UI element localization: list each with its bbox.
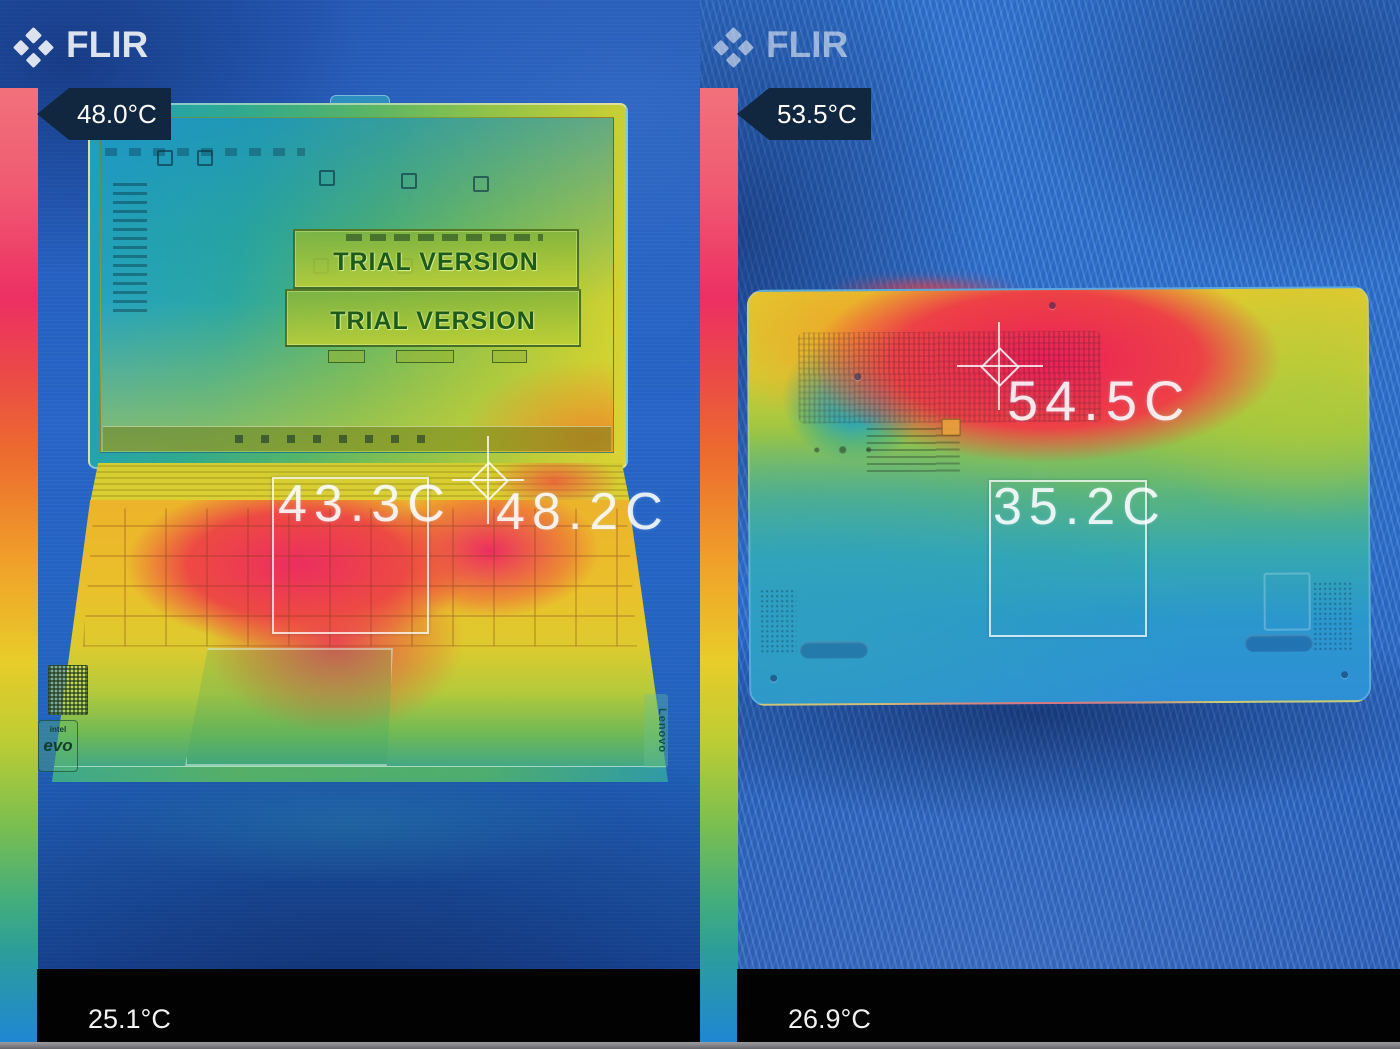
dialog-button	[396, 350, 454, 363]
measurement-box	[989, 480, 1147, 637]
flir-diamond-icon	[10, 24, 56, 70]
benchmark-window-bottom: TRIAL VERSION	[285, 289, 581, 347]
box-temp-readout: 35.2C	[993, 478, 1167, 536]
flir-logo-text: FLIR	[766, 24, 849, 65]
scale-max-temp-label: 48.0°C	[37, 88, 171, 140]
screw	[769, 674, 777, 682]
screen-menu-strip	[105, 148, 305, 156]
flir-logo: FLIR	[10, 24, 148, 70]
service-sticker	[1263, 572, 1312, 631]
laptop-keyboard-deck	[52, 500, 668, 782]
thermal-panel-bottom: 54.5C 35.2C 53.5°C 26.9°C FLIR	[700, 0, 1400, 1049]
flir-logo-text: FLIR	[66, 24, 149, 65]
bottom-info-bar	[737, 969, 1400, 1043]
trial-version-watermark: TRIAL VERSION	[330, 306, 536, 335]
scale-min-temp-label: 26.9°C	[788, 1004, 871, 1034]
flir-logo: FLIR	[710, 24, 848, 70]
dialog-button	[492, 350, 527, 363]
screw	[1341, 671, 1349, 679]
temperature-scale-bar	[700, 88, 738, 1043]
scale-max-temp-value: 48.0°C	[77, 98, 157, 129]
desk-reflection	[20, 778, 680, 928]
window-tab-strip	[345, 234, 544, 241]
taskbar-icons	[235, 435, 439, 443]
regulatory-icons	[805, 439, 880, 461]
dialog-button	[328, 350, 365, 363]
desktop-icon	[319, 170, 335, 186]
laptop-screen: TRIAL VERSION TRIAL VERSION	[100, 117, 614, 453]
screw	[1048, 302, 1056, 310]
desktop-icon	[157, 150, 173, 166]
spot-temp-readout: 54.5C	[1007, 369, 1192, 432]
intel-evo-badge: intel evo	[38, 720, 78, 772]
rubber-foot-right	[1245, 634, 1314, 652]
spot-temp-readout: 48.2C	[496, 483, 670, 541]
trial-version-watermark: TRIAL VERSION	[333, 247, 539, 276]
flir-diamond-icon	[710, 24, 756, 70]
speaker-grille-right	[1312, 580, 1354, 651]
bottom-gray-strip	[0, 1042, 1400, 1049]
lenovo-brand-label: Lenovo	[644, 694, 668, 768]
benchmark-window-top: TRIAL VERSION	[293, 229, 579, 289]
desktop-icon	[473, 176, 489, 192]
measurement-box	[272, 477, 429, 634]
desktop-icon	[197, 150, 213, 166]
laptop-lid: TRIAL VERSION TRIAL VERSION	[88, 103, 628, 469]
trackpad	[185, 648, 393, 766]
scale-max-temp-label: 53.5°C	[737, 88, 871, 140]
desktop-icon	[401, 173, 417, 189]
thermal-panel-front: TRIAL VERSION TRIAL VERSION intel	[0, 0, 700, 1049]
laptop-hinge	[90, 463, 630, 503]
scale-min-temp-label: 25.1°C	[88, 1004, 171, 1034]
rubber-foot-left	[800, 640, 869, 659]
laptop-front-edge	[52, 766, 668, 782]
temperature-scale-bar	[0, 88, 38, 1043]
evo-badge-text: evo	[43, 736, 73, 755]
scale-max-temp-value: 53.5°C	[777, 98, 857, 129]
qr-code-label	[48, 665, 88, 715]
taskbar	[103, 426, 611, 451]
keyboard	[82, 508, 638, 647]
intel-badge-text: intel	[49, 725, 67, 734]
desktop-text-column	[113, 182, 147, 312]
speaker-grille-left	[759, 588, 798, 655]
bottom-info-bar	[37, 969, 700, 1043]
warning-label	[941, 418, 961, 436]
box-temp-readout: 43.3C	[278, 475, 452, 533]
